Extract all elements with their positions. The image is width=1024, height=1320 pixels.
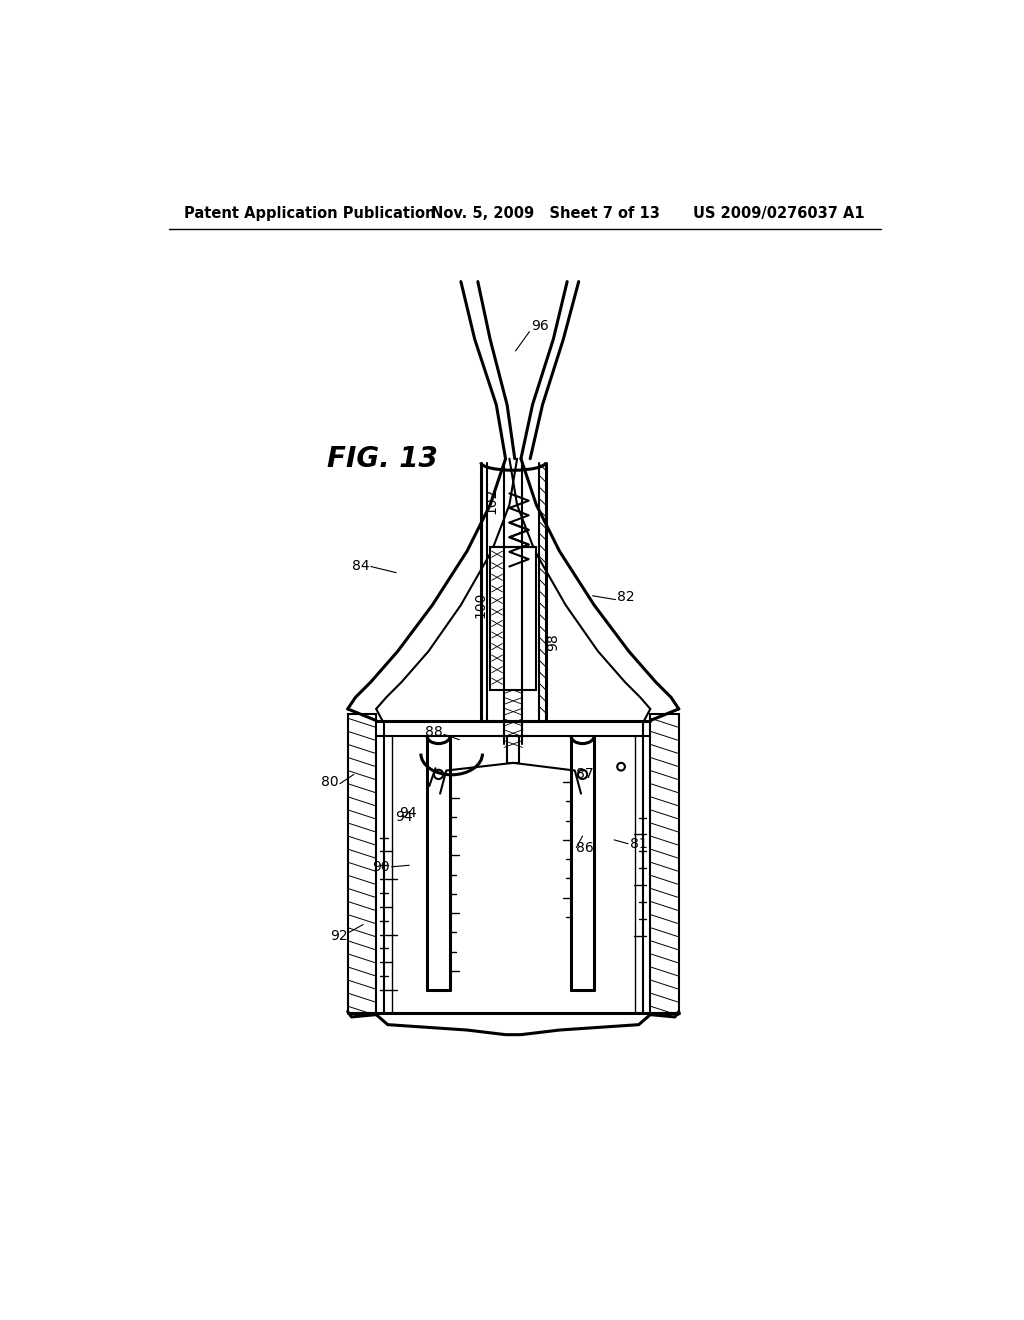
- Text: US 2009/0276037 A1: US 2009/0276037 A1: [692, 206, 864, 222]
- Bar: [490, 548, 537, 689]
- Bar: [348, 714, 376, 1014]
- Text: 87: 87: [577, 767, 594, 781]
- Text: 82: 82: [617, 590, 635, 605]
- Text: 81: 81: [630, 837, 647, 850]
- Text: 80: 80: [321, 775, 339, 789]
- Text: 98: 98: [547, 634, 560, 651]
- Text: 96: 96: [531, 319, 549, 333]
- Text: 92: 92: [330, 929, 348, 942]
- Text: 102: 102: [484, 488, 498, 515]
- Text: 94: 94: [395, 809, 413, 824]
- Bar: [650, 714, 679, 1014]
- Text: FIG. 13: FIG. 13: [327, 445, 437, 473]
- Text: 100: 100: [473, 591, 487, 618]
- Text: 84: 84: [351, 560, 370, 573]
- Text: Patent Application Publication: Patent Application Publication: [184, 206, 436, 222]
- Text: 90: 90: [373, 859, 390, 874]
- Text: Nov. 5, 2009   Sheet 7 of 13: Nov. 5, 2009 Sheet 7 of 13: [431, 206, 659, 222]
- Text: 94: 94: [399, 807, 417, 820]
- Text: 88: 88: [425, 725, 442, 739]
- Text: 86: 86: [577, 841, 594, 854]
